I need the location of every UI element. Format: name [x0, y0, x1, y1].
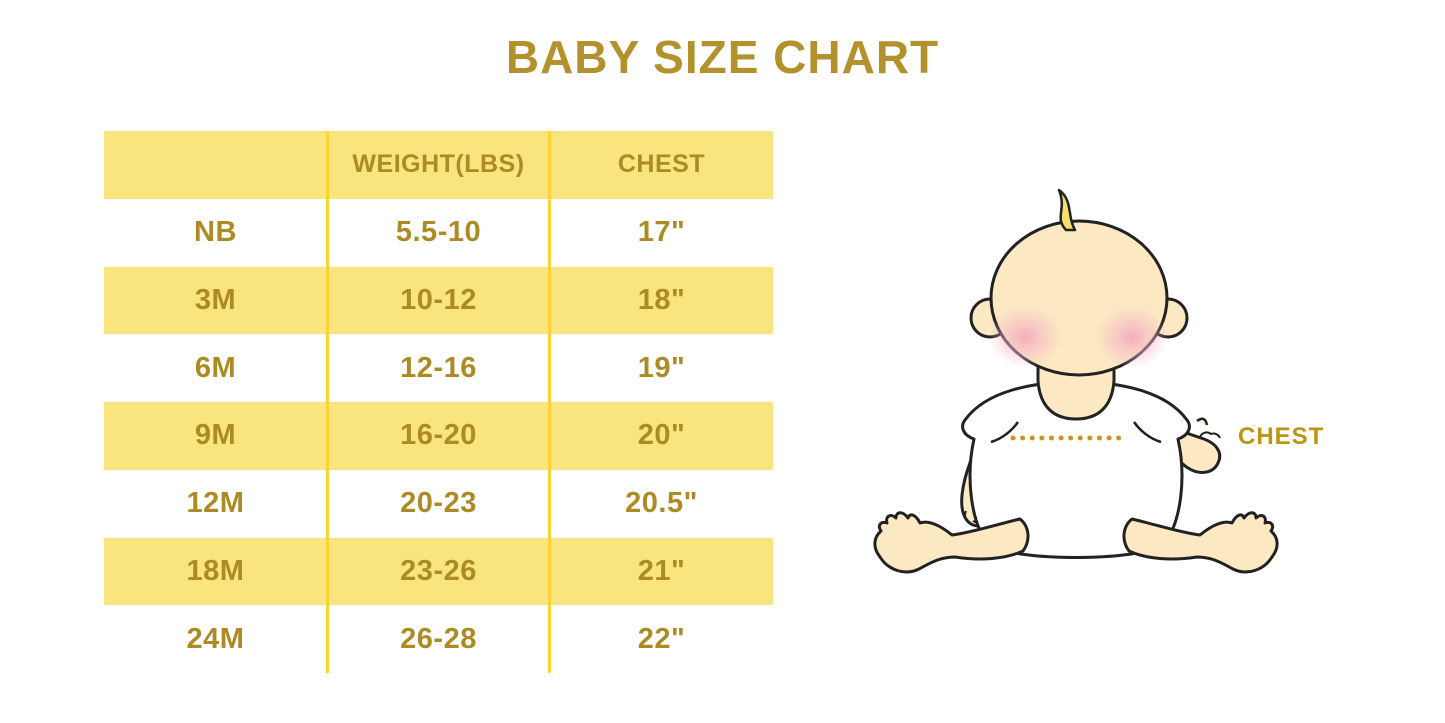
table-header-row: WEIGHT(LBS) CHEST: [104, 131, 773, 199]
cell-size: NB: [194, 216, 237, 249]
page-title: BABY SIZE CHART: [505, 31, 940, 83]
cell-weight: 26-28: [400, 622, 477, 655]
cell-chest: 22": [637, 622, 686, 655]
sleeve-crease: [990, 421, 1020, 444]
table-row: NB 5.5-10 17": [104, 198, 773, 267]
cell-chest: 20.5": [625, 487, 698, 520]
cell-weight: 5.5-10: [395, 216, 482, 249]
cell-size: 3M: [194, 283, 237, 316]
header-weight: WEIGHT(LBS): [352, 150, 525, 179]
baby-cheek: [989, 306, 1061, 368]
size-table: WEIGHT(LBS) CHEST NB 5.5-10 17" 3M 10-12…: [104, 131, 773, 673]
cell-size: 18M: [186, 554, 245, 587]
cell-chest: 20": [637, 419, 686, 452]
cell-weight: 16-20: [400, 419, 477, 452]
cell-weight: 10-12: [400, 283, 477, 316]
table-row: 24M 26-28 22": [104, 605, 773, 673]
cell-chest: 19": [637, 351, 686, 384]
sleeve-crease: [1132, 421, 1162, 444]
cell-weight: 23-26: [400, 554, 477, 587]
column-divider: [326, 131, 329, 673]
table-row: 6M 12-16 19": [104, 334, 773, 402]
baby-icon: [873, 188, 1279, 574]
baby-illustration: [870, 185, 1350, 605]
baby-legs: [873, 511, 1279, 574]
cell-chest: 21": [637, 554, 686, 587]
header-chest: CHEST: [617, 150, 706, 179]
cell-size: 6M: [194, 351, 237, 384]
table-row: 18M 23-26 21": [104, 537, 773, 606]
cell-weight: 12-16: [400, 351, 477, 384]
table-row: 9M 16-20 20": [104, 402, 773, 470]
cell-weight: 20-23: [400, 487, 477, 520]
baby-hair-curl: [1057, 188, 1077, 232]
cell-size: 24M: [186, 622, 245, 655]
cell-chest: 18": [637, 283, 686, 316]
cell-size: 9M: [194, 419, 237, 452]
cell-chest: 17": [637, 216, 686, 249]
baby-cheek: [1096, 306, 1168, 368]
chest-label: CHEST: [1238, 423, 1325, 450]
baby-onesie: [961, 380, 1191, 559]
column-divider: [548, 131, 551, 673]
table-row: 3M 10-12 18": [104, 266, 773, 335]
cell-size: 12M: [186, 487, 245, 520]
table-row: 12M 20-23 20.5": [104, 469, 773, 538]
